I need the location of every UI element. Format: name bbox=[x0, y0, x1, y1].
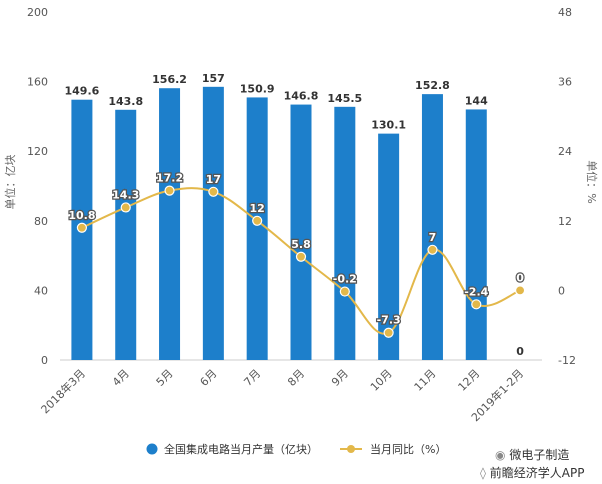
x-tick-label: 12月 bbox=[456, 367, 483, 394]
bar bbox=[159, 88, 181, 360]
yoy-value-label: 7 bbox=[429, 231, 437, 244]
x-tick-label: 2018年3月 bbox=[38, 366, 88, 416]
x-tick-label: 10月 bbox=[368, 367, 395, 394]
x-tick-label: 5月 bbox=[154, 367, 176, 389]
yoy-point bbox=[252, 215, 263, 226]
legend-bar-marker bbox=[146, 443, 158, 455]
yoy-value-label: -2.4 bbox=[464, 285, 488, 298]
y-tick-label: 160 bbox=[27, 76, 48, 89]
yoy-value-label: 0 bbox=[516, 271, 524, 284]
yoy-value-label: 5.8 bbox=[291, 238, 311, 251]
bar-value-label: 156.2 bbox=[152, 73, 187, 86]
yoy-point bbox=[339, 286, 350, 297]
watermark-text-1: 微电子制造 bbox=[509, 448, 570, 462]
bar bbox=[378, 133, 400, 360]
y-tick-label: 40 bbox=[34, 284, 48, 297]
legend: 全国集成电路当月产量（亿块） 当月同比（%） bbox=[146, 442, 446, 456]
watermark-icon: ◊ bbox=[480, 466, 486, 480]
y2-tick-label: 36 bbox=[558, 76, 572, 89]
data-labels: 149.6 143.8 156.2 157 150.9 146.8 145.5 130.1 15… bbox=[65, 72, 526, 358]
yoy-value-label: 14.3 bbox=[112, 188, 139, 201]
bar bbox=[465, 109, 487, 360]
y-tick-label: 200 bbox=[27, 6, 48, 19]
bar bbox=[290, 104, 312, 361]
bar-value-label: 146.8 bbox=[284, 90, 319, 103]
bar bbox=[421, 94, 443, 361]
bar bbox=[115, 109, 137, 361]
watermark-line1: ◉ 微电子制造 bbox=[495, 446, 569, 463]
bar-value-label: 152.8 bbox=[415, 79, 450, 92]
bar bbox=[202, 86, 224, 360]
yoy-point bbox=[427, 244, 438, 255]
y-tick-label: 0 bbox=[41, 354, 48, 367]
x-tick-label: 4月 bbox=[110, 367, 132, 389]
yoy-value-label: 12 bbox=[250, 202, 265, 215]
bar-value-label: 157 bbox=[202, 72, 225, 85]
watermark-line2: ◊ 前瞻经济学人APP bbox=[480, 464, 584, 481]
yoy-line bbox=[81, 187, 521, 335]
y2-tick-label: 24 bbox=[558, 145, 572, 158]
legend-bar-label: 全国集成电路当月产量（亿块） bbox=[164, 442, 318, 456]
yoy-point bbox=[120, 202, 131, 213]
legend-line-dot bbox=[347, 445, 355, 453]
x-tick-label: 6月 bbox=[198, 367, 220, 389]
y2-axis-title: 单位：% bbox=[585, 160, 599, 203]
x-tick-label: 11月 bbox=[412, 367, 439, 394]
x-tick-label: 9月 bbox=[329, 367, 351, 389]
bar-value-label: 149.6 bbox=[65, 85, 100, 98]
bar-value-label: 0 bbox=[516, 345, 524, 358]
y2-tick-label: 0 bbox=[558, 284, 565, 297]
yoy-value-label: 17 bbox=[206, 173, 221, 186]
yoy-point bbox=[164, 185, 175, 196]
bar-value-label: 130.1 bbox=[371, 119, 406, 132]
bar-series bbox=[71, 86, 487, 361]
y-tick-label: 80 bbox=[34, 215, 48, 228]
legend-line-label: 当月同比（%） bbox=[370, 442, 446, 456]
yoy-value-label: -7.3 bbox=[377, 314, 401, 327]
x-tick-label: 8月 bbox=[285, 367, 307, 389]
y-tick-label: 120 bbox=[27, 145, 48, 158]
bar-value-label: 150.9 bbox=[240, 82, 275, 95]
bar-value-label: 145.5 bbox=[327, 92, 362, 105]
yoy-point bbox=[76, 222, 88, 233]
line-series bbox=[76, 185, 526, 338]
yoy-point bbox=[383, 327, 394, 338]
yoy-value-label: 10.8 bbox=[68, 209, 95, 222]
y2-tick-label: 12 bbox=[558, 215, 572, 228]
bar bbox=[334, 106, 356, 360]
yoy-point bbox=[514, 285, 526, 296]
y2-tick-label: 48 bbox=[558, 6, 572, 19]
yoy-point bbox=[295, 251, 307, 262]
yoy-point bbox=[471, 299, 482, 310]
bar bbox=[246, 97, 268, 361]
wechat-icon: ◉ bbox=[495, 448, 506, 462]
bar-value-label: 143.8 bbox=[108, 95, 143, 108]
yoy-point bbox=[208, 186, 219, 197]
yoy-value-label: 17.2 bbox=[156, 172, 183, 185]
yoy-value-label: -0.2 bbox=[333, 273, 357, 286]
y-axis-title: 单位：亿块 bbox=[3, 155, 17, 210]
x-tick-label: 7月 bbox=[241, 367, 263, 389]
y2-tick-label: -12 bbox=[558, 354, 576, 367]
bar-value-label: 144 bbox=[465, 94, 488, 107]
watermark-text-2: 前瞻经济学人APP bbox=[489, 466, 585, 480]
